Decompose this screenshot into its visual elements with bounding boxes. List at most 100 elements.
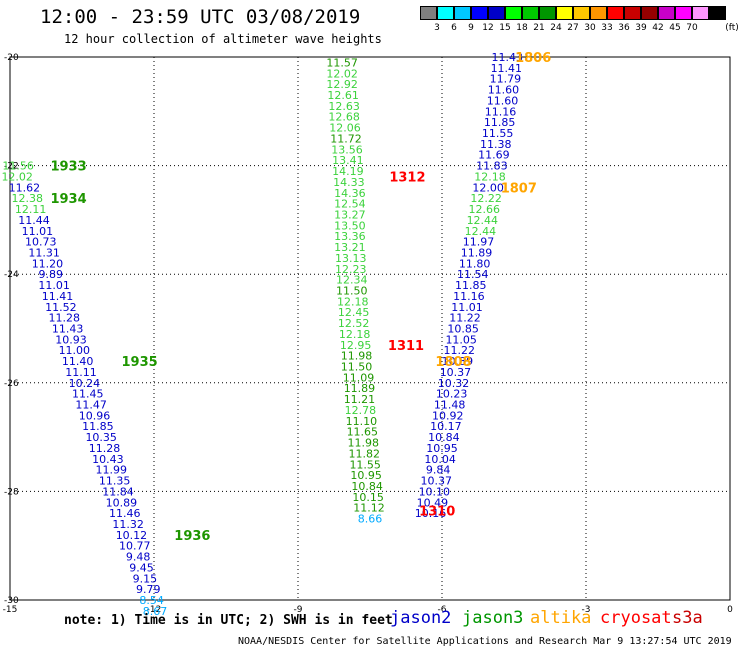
chart-title: 12:00 - 23:59 UTC 03/08/2019	[40, 6, 361, 28]
wave-height-label: 12.38	[12, 192, 44, 205]
wave-height-label: 10.93	[55, 333, 87, 346]
wave-height-label: 11.65	[347, 426, 379, 439]
wave-height-label: 10.24	[69, 377, 101, 390]
color-swatch	[709, 6, 726, 20]
color-swatch	[658, 6, 675, 20]
wave-height-label: 11.85	[484, 116, 516, 129]
wave-height-label: 11.45	[72, 388, 104, 401]
wave-height-label: 12.66	[468, 203, 500, 216]
wave-height-label: 8.54	[139, 594, 164, 607]
wave-height-label: 11.62	[9, 181, 41, 194]
wave-height-label: 12.02	[1, 170, 33, 183]
color-swatch	[420, 6, 437, 20]
wave-height-label: 13.41	[332, 154, 364, 167]
wave-height-label: 9.45	[129, 561, 154, 574]
wave-height-label: 11.28	[89, 442, 121, 455]
wave-height-label: 11.98	[341, 350, 373, 363]
color-swatch	[624, 6, 641, 20]
wave-height-label: 11.55	[349, 458, 381, 471]
wave-height-label: 10.37	[440, 366, 472, 379]
legend-item-jason3: jason3	[462, 608, 524, 628]
wave-height-label: 11.16	[453, 290, 485, 303]
wave-height-label: 12.52	[338, 317, 370, 330]
wave-height-label: 11.57	[326, 56, 358, 69]
wave-height-label: 13.21	[334, 241, 366, 254]
pass-time-label: 1933	[50, 160, 86, 175]
y-tick-label: -30	[4, 596, 19, 606]
wave-height-label: 10.85	[447, 323, 479, 336]
color-swatch	[675, 6, 692, 20]
color-swatch	[539, 6, 556, 20]
wave-height-label: 11.52	[45, 301, 77, 314]
wave-height-label: 10.84	[351, 480, 383, 493]
wave-height-label: 11.28	[48, 312, 80, 325]
x-tick-label: -6	[438, 605, 447, 615]
wave-height-label: 11.11	[65, 366, 97, 379]
wave-height-label: 11.72	[330, 132, 362, 145]
wave-height-label: 10.35	[85, 431, 117, 444]
y-tick-label: -22	[4, 162, 19, 172]
wave-height-label: 12.54	[334, 198, 366, 211]
color-swatch	[505, 6, 522, 20]
wave-height-label: 12.18	[339, 328, 371, 341]
color-tick-label: 6	[451, 23, 457, 33]
wave-height-label: 11.97	[463, 236, 495, 249]
wave-height-label: 9.79	[136, 583, 161, 596]
wave-height-label: 12.63	[328, 100, 360, 113]
wave-height-label: 11.00	[59, 344, 91, 357]
wave-height-label: 14.36	[334, 187, 366, 200]
wave-height-label: 11.12	[353, 502, 385, 515]
color-tick-label: 15	[499, 23, 511, 33]
wave-height-label: 11.44	[18, 214, 50, 227]
footnote: note: 1) Time is in UTC; 2) SWH is in fe…	[64, 613, 393, 628]
wave-height-label: 12.18	[474, 170, 506, 183]
wave-height-label: 11.82	[348, 447, 380, 460]
wave-height-label: 11.41	[491, 62, 523, 75]
wave-height-label: 11.22	[449, 312, 481, 325]
wave-height-label: 12.23	[335, 263, 367, 276]
wave-height-label: 9.48	[126, 551, 151, 564]
chart-subtitle: 12 hour collection of altimeter wave hei…	[64, 32, 382, 46]
wave-height-label: 11.21	[344, 393, 376, 406]
color-swatch	[471, 6, 488, 20]
pass-time-label: 1311	[388, 339, 424, 354]
wave-height-label: 11.22	[444, 344, 476, 357]
color-swatch	[454, 6, 471, 20]
pass-time-label: 1935	[122, 355, 158, 370]
wave-height-label: 9.15	[133, 572, 158, 585]
color-swatch	[692, 6, 709, 20]
wave-height-label: 11.35	[99, 475, 131, 488]
wave-height-label: 11.85	[82, 420, 114, 433]
wave-height-label: 11.46	[109, 507, 141, 520]
color-swatch	[522, 6, 539, 20]
wave-height-label: 10.92	[432, 409, 464, 422]
wave-height-label: 10.15	[352, 491, 384, 504]
color-swatch	[607, 6, 624, 20]
wave-height-label: 14.33	[333, 176, 365, 189]
wave-height-label: 10.89	[442, 355, 474, 368]
color-swatch	[488, 6, 505, 20]
wave-height-label: 12.22	[470, 192, 502, 205]
color-tick-label: 45	[669, 23, 681, 33]
color-swatch	[590, 6, 607, 20]
y-tick-label: -26	[4, 379, 19, 389]
y-tick-label: -20	[4, 53, 19, 63]
pass-time-label: 1807	[501, 181, 537, 196]
wave-height-label: 11.83	[476, 160, 508, 173]
legend-item-altika: altika	[530, 608, 592, 628]
legend-item-jason2: jason2	[390, 608, 452, 628]
wave-height-label: 11.01	[22, 225, 54, 238]
wave-height-label: 10.96	[79, 409, 111, 422]
wave-height-label: 13.27	[334, 208, 366, 221]
wave-height-label: 11.60	[488, 84, 520, 97]
wave-height-label: 10.37	[420, 475, 452, 488]
legend-item-s3a: s3a	[672, 608, 703, 628]
wave-height-label: 10.73	[25, 236, 57, 249]
wave-height-label: 11.31	[28, 246, 60, 259]
pass-time-label: 1808	[435, 355, 471, 370]
wave-height-label: 11.55	[482, 127, 514, 140]
wave-height-label: 11.40	[62, 355, 94, 368]
legend-item-cryosat: cryosat	[600, 608, 672, 628]
plot-frame	[9, 56, 731, 601]
pass-time-label: 1310	[419, 504, 455, 519]
